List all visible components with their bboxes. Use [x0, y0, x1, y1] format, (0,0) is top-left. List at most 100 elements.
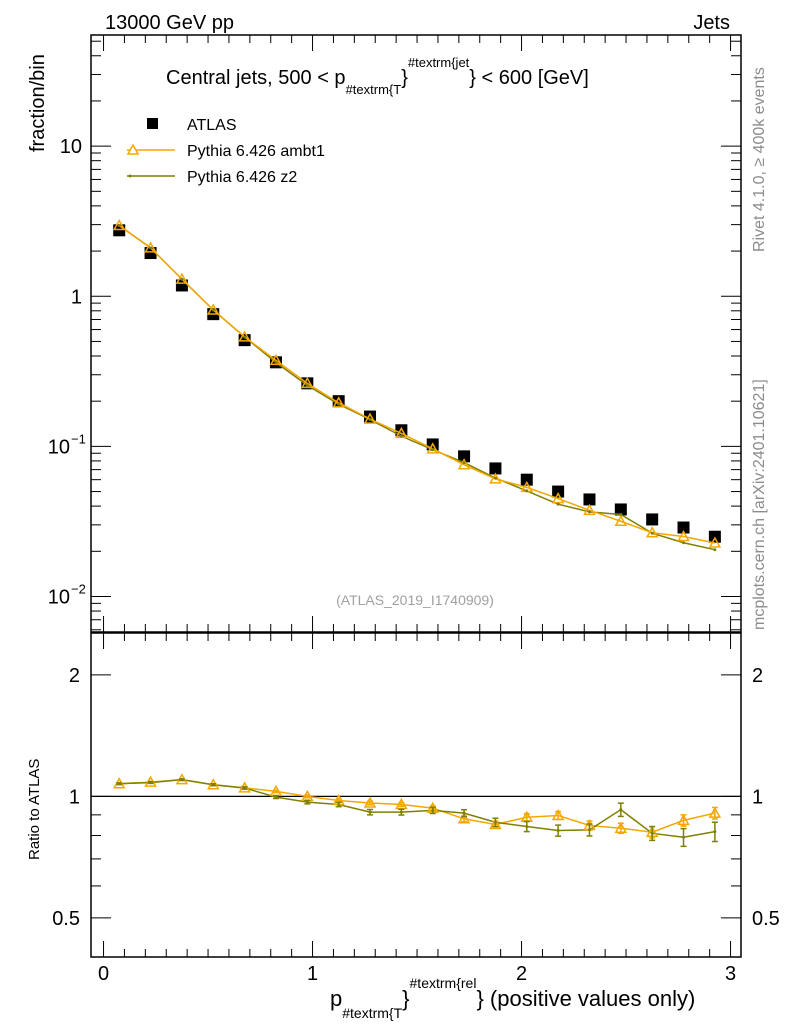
- ambt1-data-point: [583, 503, 596, 516]
- z2-data-point: [117, 224, 121, 228]
- ambt1-ratio-point: [614, 821, 628, 833]
- ratio-y-tick-label: 1: [69, 786, 80, 808]
- z2-ratio-point: [493, 820, 497, 824]
- legend-label-ambt1: Pythia 6.426 ambt1: [187, 143, 325, 160]
- analysis-id: (ATLAS_2019_I1740909): [336, 592, 494, 608]
- z2-ratio-point: [180, 778, 184, 782]
- x-tick-label: 1: [307, 963, 318, 985]
- z2-data-point: [431, 448, 435, 452]
- z2-ratio-line: [119, 778, 716, 839]
- ambt1-ratio-point: [457, 812, 471, 824]
- ambt1-data-point: [175, 272, 189, 284]
- legend-label-atlas: ATLAS: [187, 117, 237, 134]
- ambt1-data-point: [426, 442, 439, 454]
- ambt1-data-point: [238, 330, 251, 342]
- z2-data-point: [399, 434, 403, 438]
- ambt1-data-point: [614, 514, 628, 527]
- x-tick-label: 2: [516, 963, 527, 985]
- ratio-y-axis-label: Ratio to ATLAS: [26, 759, 43, 860]
- ambt1-data-point: [363, 412, 377, 424]
- ratio-y-tick-label-right: 0.5: [752, 908, 780, 930]
- ambt1-data-point: [551, 492, 565, 504]
- plot-title: Central jets, 500 < p#textrm{T}#textrm{j…: [166, 55, 589, 97]
- z2-ratio-point: [431, 808, 435, 812]
- z2-data-point: [274, 361, 278, 365]
- atlas-data-point: [458, 450, 471, 463]
- y-tick-label: 10: [60, 136, 82, 158]
- atlas-data-point: [489, 462, 502, 475]
- atlas-data-point: [144, 247, 157, 260]
- y-tick-label: 10: [48, 586, 70, 608]
- ambt1-data-point: [677, 529, 690, 542]
- ambt1-data-point: [206, 303, 220, 315]
- z2-data-point: [180, 277, 184, 281]
- z2-ratio-point: [713, 830, 717, 834]
- z2-data-point: [462, 461, 466, 465]
- legend: ATLAS Pythia 6.426 ambt1 Pythia 6.426 z2: [126, 117, 325, 186]
- ambt1-ratio-point: [489, 817, 502, 830]
- header-left: 13000 GeV pp: [105, 12, 234, 34]
- ratio-plot-frame: [90, 632, 742, 958]
- ambt1-ratio-point: [677, 813, 690, 826]
- ambt1-data-point: [144, 241, 157, 253]
- z2-data-point: [619, 512, 623, 516]
- main-plot-frame: [90, 34, 742, 633]
- x-axis-label: p#textrm{T}#textrm{rel} (positive values…: [330, 975, 695, 1021]
- ambt1-data-point: [708, 536, 722, 548]
- atlas-data-point: [520, 473, 533, 486]
- z2-data-point: [713, 548, 717, 552]
- legend-marker-atlas: [147, 118, 158, 129]
- ambt1-data-point: [645, 526, 659, 538]
- z2-ratio-point: [462, 811, 466, 815]
- z2-ratio-point: [274, 795, 278, 799]
- z2-ratio-point: [149, 781, 153, 785]
- x-tick-label: 0: [98, 963, 109, 985]
- atlas-data-point: [646, 513, 659, 526]
- ambt1-ratio-point: [395, 797, 408, 810]
- ratio-y-tick-label: 2: [69, 665, 80, 687]
- rivet-version-text: Rivet 4.1.0, ≥ 400k events: [751, 67, 768, 252]
- z2-data-point: [556, 502, 560, 506]
- atlas-data-point: [614, 503, 627, 516]
- z2-ratio-point: [556, 829, 560, 833]
- ambt1-data-point: [457, 458, 471, 470]
- z2-ratio-point: [587, 828, 591, 832]
- ratio-y-tick-label-right: 2: [752, 665, 763, 687]
- z2-data-point: [525, 489, 529, 493]
- z2-ratio-point: [368, 810, 372, 814]
- ambt1-data-point: [489, 472, 502, 484]
- z2-data-point: [682, 541, 686, 545]
- mcplots-text: mcplots.cern.ch [arXiv:2401.10621]: [751, 379, 768, 630]
- z2-data-point: [243, 335, 247, 339]
- z2-ratio-point: [399, 810, 403, 814]
- z2-ratio-point: [211, 783, 215, 787]
- legend-marker-z2: [128, 174, 132, 178]
- z2-ratio-point: [305, 800, 309, 804]
- x-tick-label: 3: [725, 963, 736, 985]
- y-tick-label: 1: [71, 286, 82, 308]
- y-tick-label: 10: [48, 436, 70, 458]
- z2-ratio-point: [117, 782, 121, 786]
- y-tick-exponent: −1: [71, 431, 86, 446]
- z2-data-point: [211, 308, 215, 312]
- ambt1-ratio-point: [708, 806, 722, 818]
- z2-data-point: [650, 531, 654, 535]
- z2-ratio-point: [525, 825, 529, 829]
- ambt1-data-point: [301, 376, 314, 389]
- legend-label-z2: Pythia 6.426 z2: [187, 169, 297, 186]
- z2-ratio-point: [243, 786, 247, 790]
- z2-ratio-point: [337, 802, 341, 806]
- legend-marker-ambt1: [126, 143, 140, 155]
- atlas-data-point: [583, 493, 596, 506]
- z2-data-point: [149, 246, 153, 250]
- ambt1-ratio-point: [551, 808, 565, 821]
- z2-ratio-point: [650, 831, 654, 835]
- ambt1-data-point: [332, 396, 345, 408]
- ambt1-ratio-point: [363, 796, 377, 808]
- z2-data-point: [493, 476, 497, 480]
- z2-data-point: [337, 402, 341, 406]
- z2-ratio-point: [619, 808, 623, 812]
- y-axis-label: fraction/bin: [27, 54, 49, 152]
